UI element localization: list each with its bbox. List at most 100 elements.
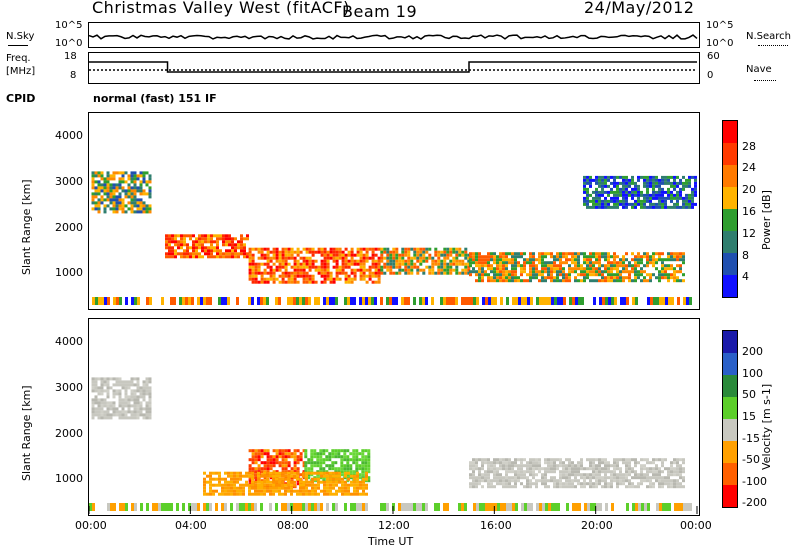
power-cell xyxy=(679,255,682,259)
velocity-cell xyxy=(281,492,284,496)
velocity-cell xyxy=(355,458,359,462)
power-cell xyxy=(613,258,616,262)
velocity-cell xyxy=(94,395,98,399)
power-cell xyxy=(368,256,372,260)
power-cell xyxy=(248,256,252,260)
power-cell xyxy=(302,265,306,269)
velocity-cell xyxy=(343,449,347,453)
power-cell xyxy=(475,273,478,277)
power-cell xyxy=(517,276,520,280)
velocity-ground-scatter xyxy=(512,503,515,511)
velocity-cell xyxy=(679,464,682,468)
power-cell xyxy=(664,199,667,203)
power-cell xyxy=(341,259,345,263)
power-cell xyxy=(458,253,462,257)
velocity-cell xyxy=(607,467,610,471)
power-cell xyxy=(643,255,646,259)
power-cell xyxy=(505,255,508,259)
power-cell xyxy=(670,184,673,188)
power-cell xyxy=(487,255,490,259)
velocity-cell xyxy=(352,458,356,462)
power-cell xyxy=(514,279,517,283)
velocity-cell xyxy=(130,389,134,393)
velocity-cell xyxy=(106,407,110,411)
velocity-cell xyxy=(302,492,305,496)
power-cell xyxy=(452,247,456,251)
power-cell xyxy=(332,253,336,257)
velocity-cell xyxy=(233,474,236,478)
power-cell xyxy=(266,247,270,251)
power-cell xyxy=(112,186,116,190)
velocity-cell xyxy=(242,489,245,493)
velocity-cell xyxy=(308,492,311,496)
velocity-cell xyxy=(133,401,137,405)
velocity-cell xyxy=(91,389,95,393)
power-cell xyxy=(601,175,604,179)
power-cell xyxy=(180,237,183,241)
power-cell xyxy=(269,250,273,254)
velocity-cell xyxy=(529,467,532,471)
power-cell xyxy=(347,262,351,266)
power-cell xyxy=(461,271,465,275)
power-cell xyxy=(601,279,604,283)
power-cell xyxy=(472,261,475,265)
velocity-cell xyxy=(284,483,287,487)
velocity-cell xyxy=(634,461,637,465)
velocity-cell xyxy=(532,473,535,477)
velocity-cell xyxy=(269,455,273,459)
velocity-cell xyxy=(559,482,562,486)
velocity-cell xyxy=(490,461,493,465)
power-ground-scatter xyxy=(218,297,221,305)
velocity-cell xyxy=(358,464,362,468)
power-cell xyxy=(118,204,122,208)
power-cell xyxy=(592,267,595,271)
velocity-cell xyxy=(559,485,562,489)
velocity-cell xyxy=(284,461,288,465)
power-cell xyxy=(374,280,378,284)
power-cell xyxy=(640,205,643,209)
power-cell xyxy=(416,256,420,260)
power-cell xyxy=(91,207,95,211)
velocity-cell xyxy=(502,464,505,468)
colorbar-segment xyxy=(723,353,737,375)
power-cell xyxy=(362,259,366,263)
velocity-cell xyxy=(272,483,275,487)
velocity-cell xyxy=(224,489,227,493)
velocity-cell xyxy=(523,458,526,462)
velocity-cell xyxy=(254,473,258,477)
velocity-cell xyxy=(266,486,269,490)
velocity-cell xyxy=(365,486,368,490)
power-cell xyxy=(272,256,276,260)
velocity-cell xyxy=(218,480,221,484)
velocity-cell xyxy=(496,458,499,462)
power-cell xyxy=(649,258,652,262)
power-cell xyxy=(142,192,146,196)
power-cell xyxy=(664,175,667,179)
power-cell xyxy=(320,265,324,269)
power-cell xyxy=(598,273,601,277)
power-cell xyxy=(508,279,511,283)
velocity-cell xyxy=(269,480,272,484)
power-cell xyxy=(225,240,228,244)
power-cell xyxy=(571,255,574,259)
power-cell xyxy=(607,190,610,194)
velocity-cell xyxy=(287,483,290,487)
power-cell xyxy=(368,265,372,269)
power-cell xyxy=(443,250,447,254)
velocity-cell xyxy=(281,461,285,465)
power-cell xyxy=(493,273,496,277)
power-ground-scatter xyxy=(554,297,557,305)
velocity-cell xyxy=(293,489,296,493)
power-cell xyxy=(514,267,517,271)
velocity-cell xyxy=(496,467,499,471)
power-cell xyxy=(469,258,472,262)
power-cell xyxy=(622,258,625,262)
power-cell xyxy=(446,247,450,251)
power-cell xyxy=(251,280,255,284)
velocity-cell xyxy=(604,473,607,477)
velocity-cell xyxy=(239,471,242,475)
velocity-cell xyxy=(254,480,257,484)
power-cell xyxy=(100,189,104,193)
velocity-ground-scatter xyxy=(425,503,428,511)
velocity-cell xyxy=(565,479,568,483)
